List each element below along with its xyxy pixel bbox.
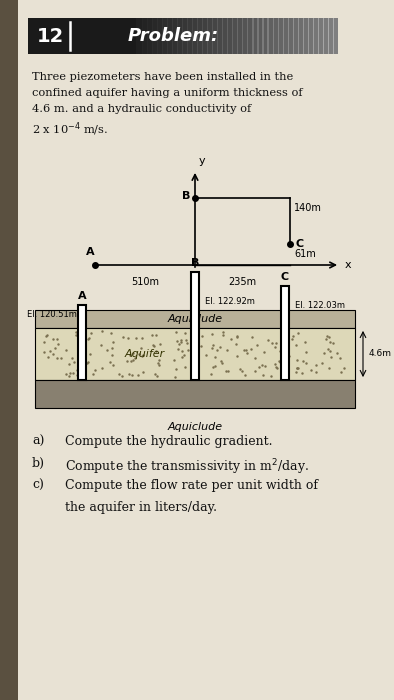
Bar [0,0,18,700]
Bar [282,18,289,54]
Text: 12: 12 [36,27,63,46]
Text: El. 120.51m: El. 120.51m [27,310,77,319]
Text: 235m: 235m [229,277,256,287]
Text: a): a) [32,435,45,448]
Bar [237,18,243,54]
Bar [242,18,249,54]
Text: Compute the transmissivity in m$^2$/day.: Compute the transmissivity in m$^2$/day. [65,457,309,477]
Bar [78,305,86,380]
Text: C: C [281,272,289,282]
Bar [313,18,319,54]
Bar [257,18,264,54]
Bar [333,18,338,54]
Bar [35,310,355,328]
Bar [293,18,299,54]
Text: El. 122.92m: El. 122.92m [205,298,255,307]
Bar [28,18,338,54]
Bar [308,18,314,54]
Bar [141,18,148,54]
Text: Compute the hydraulic gradient.: Compute the hydraulic gradient. [65,435,273,448]
Text: Aquiclude: Aquiclude [167,422,223,432]
Bar [273,18,279,54]
Bar [227,18,233,54]
Bar [232,18,238,54]
Bar [187,18,193,54]
Bar [177,18,183,54]
Bar [35,380,355,408]
Text: El. 122.03m: El. 122.03m [295,302,345,311]
Bar [217,18,223,54]
Bar [262,18,269,54]
Bar [222,18,229,54]
Bar [157,18,163,54]
Bar [167,18,173,54]
Bar [172,18,178,54]
Bar [147,18,153,54]
Text: c): c) [32,479,44,492]
Bar [323,18,329,54]
Bar [328,18,334,54]
Text: 510m: 510m [131,277,159,287]
Bar [192,18,198,54]
Text: 2 x 10$^{-4}$ m/s.: 2 x 10$^{-4}$ m/s. [32,120,108,138]
Text: 140m: 140m [294,203,322,213]
Bar [303,18,309,54]
Bar [277,18,284,54]
Text: A: A [78,291,86,301]
Bar [247,18,253,54]
Text: B: B [182,191,190,201]
Text: the aquifer in liters/day.: the aquifer in liters/day. [65,501,217,514]
Text: Problem:: Problem: [128,27,219,45]
Bar [268,18,274,54]
Text: Compute the flow rate per unit width of: Compute the flow rate per unit width of [65,479,318,492]
Text: 4.6m: 4.6m [369,349,392,358]
Bar [212,18,218,54]
Bar [318,18,324,54]
Text: Aquifer: Aquifer [125,349,165,359]
Bar [162,18,168,54]
Text: B: B [191,258,199,268]
Text: y: y [199,156,206,166]
Bar [281,286,289,380]
Bar [182,18,188,54]
Text: confined aquifer having a uniform thickness of: confined aquifer having a uniform thickn… [32,88,303,98]
Bar [136,18,143,54]
Bar [191,272,199,380]
Bar [288,18,294,54]
Text: Three piezometers have been installed in the: Three piezometers have been installed in… [32,72,293,82]
Bar [207,18,213,54]
Text: 4.6 m. and a hydraulic conductivity of: 4.6 m. and a hydraulic conductivity of [32,104,251,114]
Bar [35,328,355,380]
Text: Aquiclude: Aquiclude [167,314,223,324]
Bar [152,18,158,54]
Text: 61m: 61m [294,248,316,258]
Text: C: C [296,239,304,248]
Bar [253,18,258,54]
Bar [298,18,304,54]
Text: x: x [345,260,351,270]
Bar [202,18,208,54]
Bar [197,18,203,54]
Text: A: A [85,247,94,257]
Text: b): b) [32,457,45,470]
